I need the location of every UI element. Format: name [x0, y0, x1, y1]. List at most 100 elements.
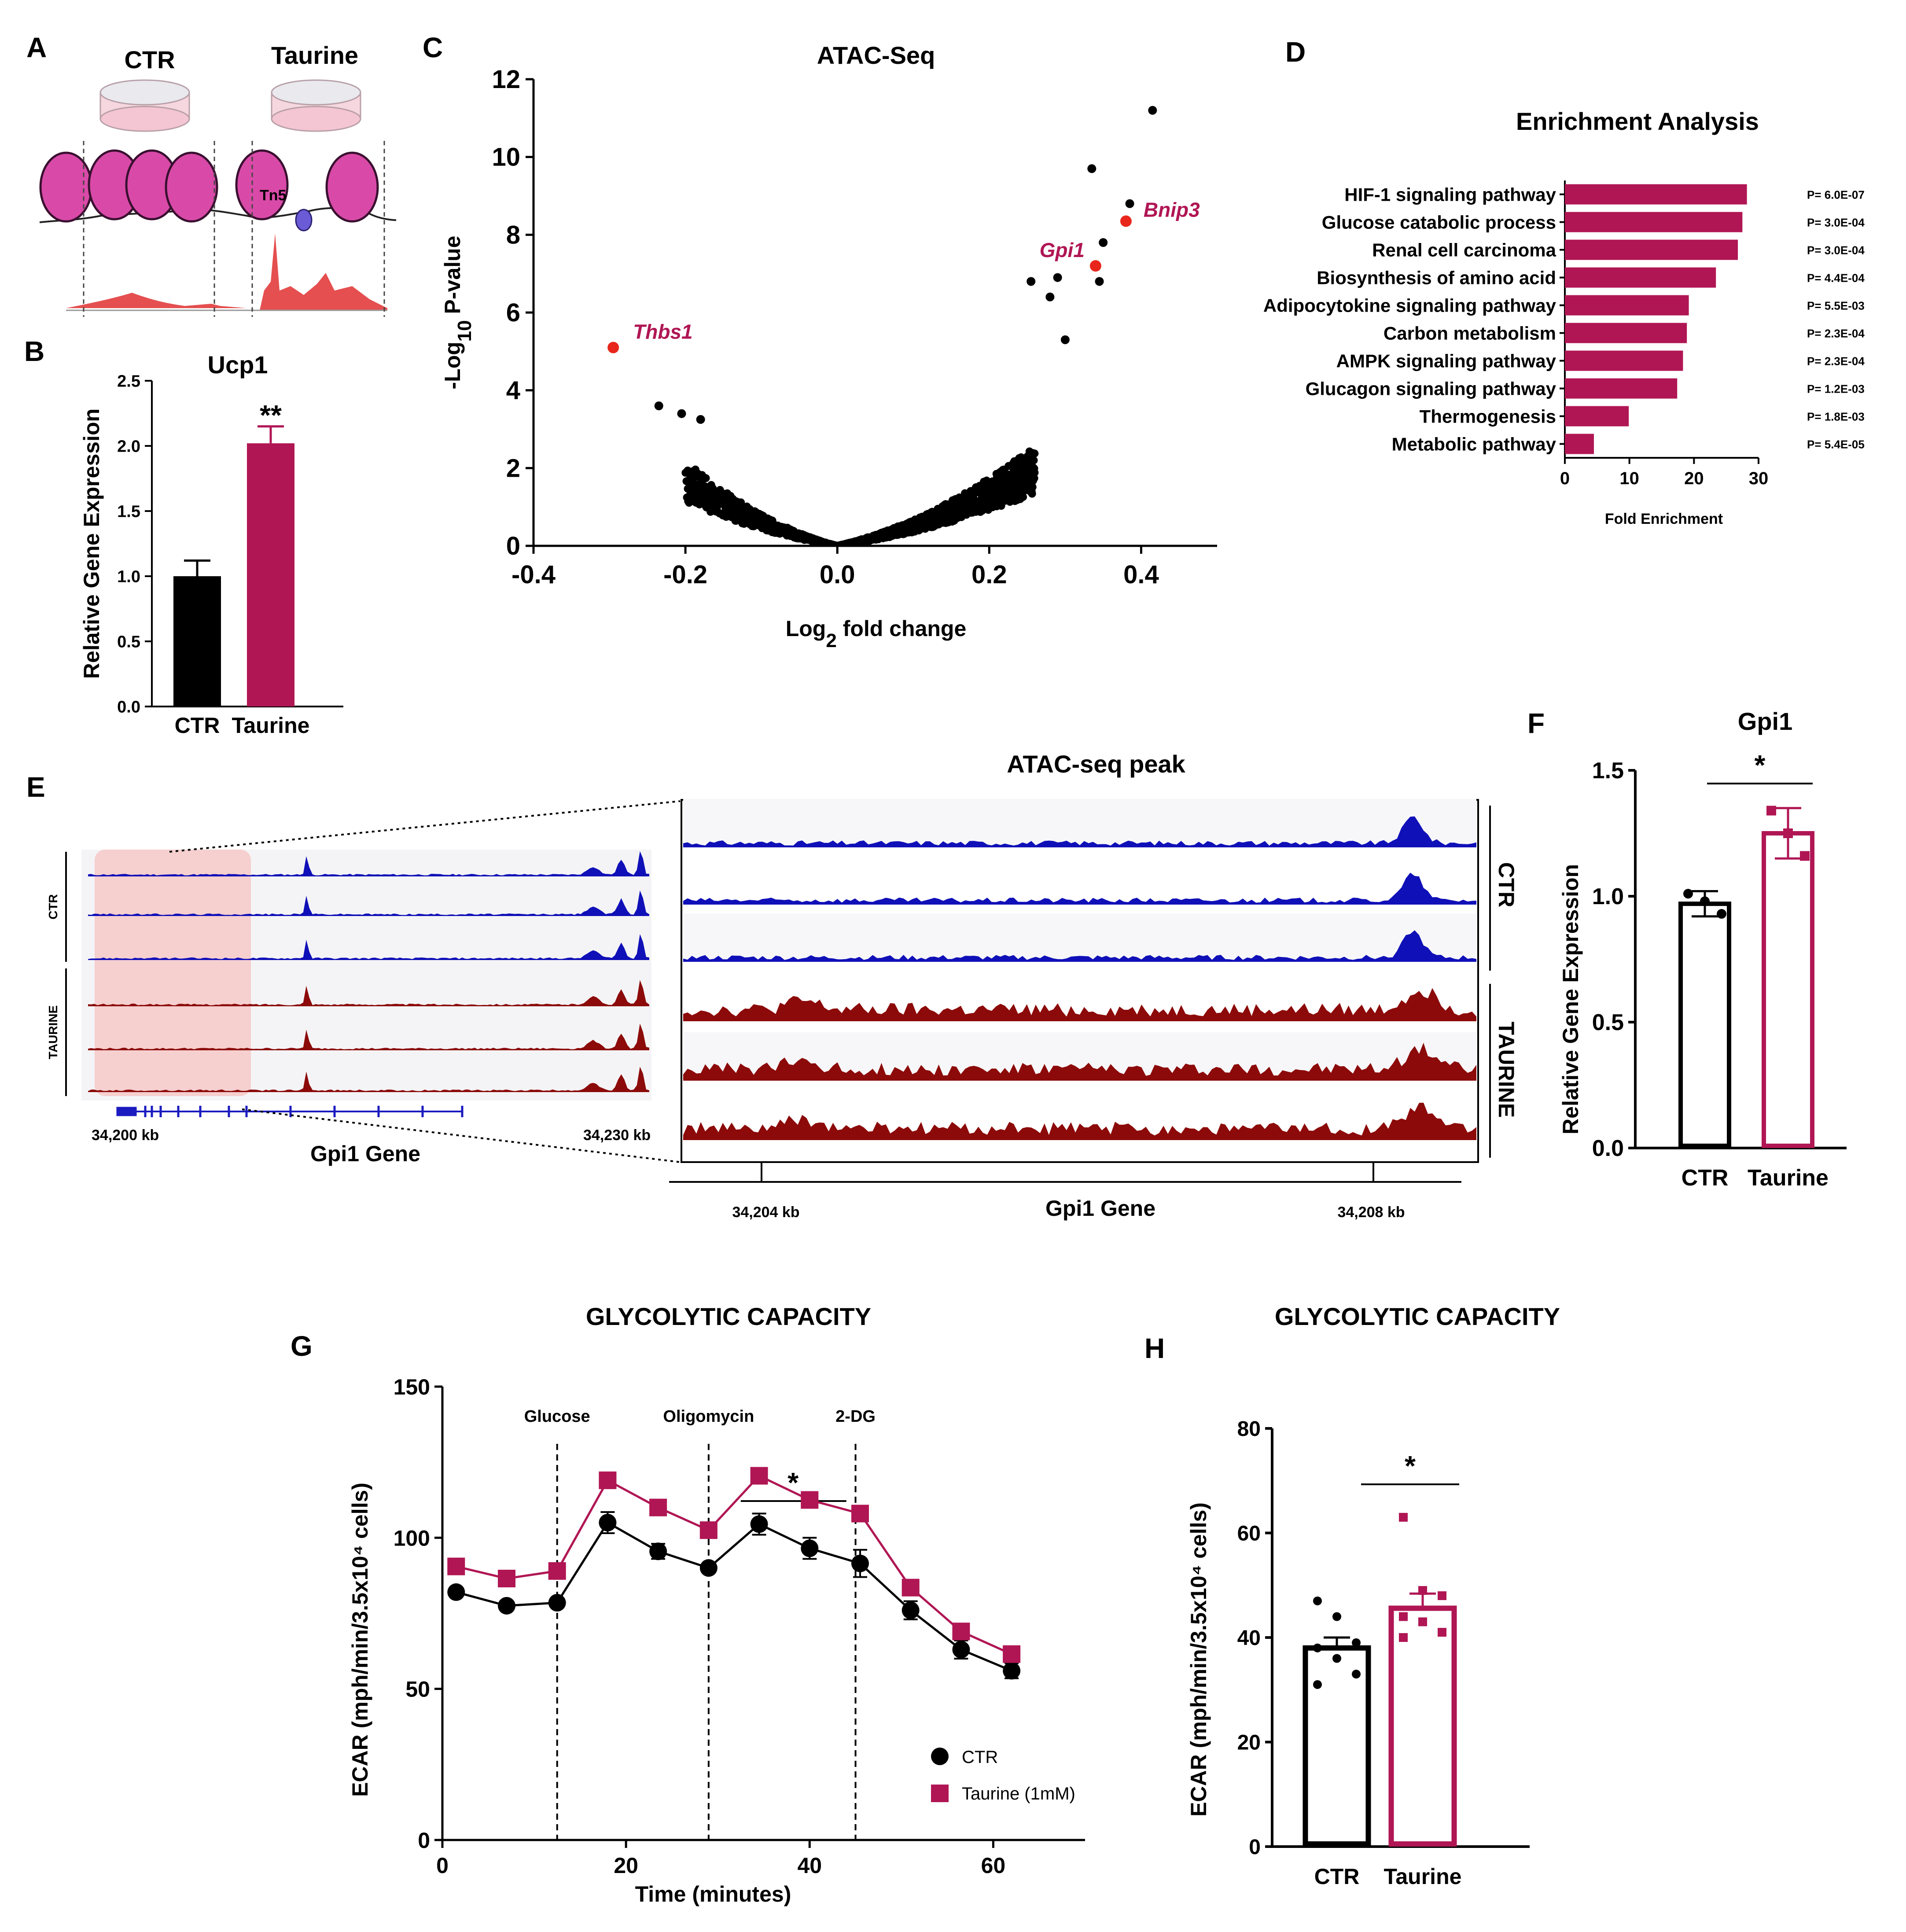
chart-g-ylabel: ECAR (mph/min/3.5x10⁴ cells) — [348, 1483, 372, 1797]
panel-g: G GLYCOLYTIC CAPACITY ECAR (mph/min/3.5x… — [291, 1303, 1085, 1906]
x-tick-label: -0.4 — [511, 560, 556, 589]
data-point-taurine — [1800, 851, 1810, 861]
data-point-ctr — [1352, 1638, 1361, 1647]
petri-dish-ctr-icon — [99, 79, 190, 132]
x-tick-label: 0.4 — [1123, 560, 1159, 589]
gene-label: Gpi1 — [1040, 239, 1085, 261]
volcano-point — [694, 469, 702, 478]
volcano-point — [838, 541, 846, 546]
data-point-taurine — [447, 1557, 465, 1575]
pathway-label: HIF-1 signaling pathway — [1344, 184, 1556, 205]
volcano-point — [697, 495, 705, 503]
volcano-point — [702, 502, 710, 511]
data-point-ctr — [851, 1554, 869, 1572]
gene-model-icon — [116, 1106, 464, 1117]
x-tick-label: 40 — [797, 1853, 822, 1878]
data-point-taurine — [750, 1467, 768, 1485]
tn5-label: Tn5 — [260, 187, 286, 204]
enrichment-bar — [1565, 434, 1594, 454]
data-point-taurine — [548, 1562, 566, 1580]
legend-taurine-label: Taurine (1mM) — [962, 1784, 1075, 1803]
data-point-ctr — [1700, 896, 1710, 906]
overview-group-taurine: TAURINE — [46, 1005, 60, 1059]
panel-d: D Enrichment Analysis Fold Enrichment 0 1… — [1263, 36, 1865, 527]
pathway-label: Biosynthesis of amino acid — [1317, 268, 1556, 288]
volcano-point — [717, 489, 725, 497]
volcano-point — [765, 525, 773, 533]
tn5-enzyme-icon — [295, 209, 313, 232]
volcano-point — [981, 499, 989, 508]
volcano-point — [1015, 490, 1023, 499]
enrichment-bar — [1565, 406, 1629, 427]
pathway-label: Metabolic pathway — [1392, 434, 1556, 455]
chart-f-title: Gpi1 — [1738, 707, 1792, 735]
chart-d-title: Enrichment Analysis — [1516, 107, 1759, 135]
data-point-ctr — [901, 1601, 920, 1619]
volcano-point — [706, 493, 714, 501]
volcano-point — [709, 484, 717, 493]
pathway-pvalue: P= 3.0E-04 — [1807, 216, 1865, 229]
x-tick-label: -0.2 — [663, 560, 707, 589]
series-line-taurine — [456, 1474, 1012, 1655]
legend-ctr-marker-icon — [931, 1748, 949, 1765]
y-tick-label: 0.5 — [1592, 1010, 1624, 1035]
zoom-left-coord: 34,204 kb — [732, 1204, 799, 1221]
volcano-point — [775, 529, 784, 537]
zoom-track-background — [683, 913, 1476, 962]
volcano-point — [753, 513, 762, 522]
volcano-point — [898, 529, 907, 537]
chart-c-xlabel: Log2 fold change — [786, 616, 967, 651]
data-point-ctr — [447, 1583, 465, 1601]
volcano-point — [762, 515, 770, 523]
panel-e-title: ATAC-seq peak — [1007, 750, 1185, 778]
data-point-ctr — [548, 1593, 566, 1612]
data-point-ctr — [1717, 909, 1726, 919]
pathway-pvalue: P= 5.4E-05 — [1807, 438, 1865, 451]
zoom-track-background — [683, 856, 1476, 905]
volcano-point — [1012, 475, 1021, 483]
data-point-ctr — [1683, 889, 1693, 899]
data-point-ctr — [801, 1539, 819, 1557]
pathway-pvalue: P= 3.0E-04 — [1807, 244, 1865, 257]
volcano-point-top — [1060, 335, 1070, 344]
volcano-point — [740, 516, 748, 525]
volcano-point — [958, 498, 967, 506]
volcano-point — [1008, 482, 1017, 490]
accessibility-track-taurine — [260, 233, 387, 310]
volcano-point — [975, 482, 984, 490]
y-tick-label: 50 — [405, 1677, 430, 1702]
zoom-tracks — [683, 799, 1476, 1140]
x-tick-label: 0.0 — [820, 560, 855, 589]
volcano-point — [783, 531, 791, 540]
panel-b: B Ucp1 Relative Gene Expression 0.0 0.5 1.… — [24, 335, 343, 738]
highlighted-gene-point — [607, 342, 619, 353]
volcano-point — [976, 508, 985, 516]
y-tick-label: 4 — [506, 376, 520, 405]
volcano-point-cloud — [681, 447, 1039, 546]
y-tick-label: 2.0 — [117, 437, 140, 456]
data-point-taurine — [599, 1471, 617, 1489]
x-tick-label: 20 — [1684, 469, 1704, 488]
chart-b-ylabel: Relative Gene Expression — [79, 408, 104, 679]
bar-taurine — [1388, 1605, 1457, 1847]
overview-signal-track — [88, 980, 649, 1006]
volcano-point-top — [1087, 164, 1097, 173]
volcano-point — [868, 534, 876, 542]
volcano-point — [1005, 462, 1013, 470]
enrichment-bar — [1565, 350, 1683, 371]
zoom-group-taurine: TAURINE — [1494, 1022, 1519, 1118]
significance-marker: * — [1755, 749, 1766, 781]
volcano-point — [698, 475, 706, 483]
y-tick-label: 60 — [1237, 1522, 1261, 1545]
zoom-gene-label: Gpi1 Gene — [1045, 1196, 1155, 1221]
data-point-taurine — [1003, 1645, 1021, 1663]
y-tick-label: 0.0 — [1592, 1136, 1624, 1161]
data-point-taurine — [1418, 1586, 1427, 1595]
data-point-taurine — [1399, 1633, 1408, 1642]
panel-c: C ATAC-Seq Log2 fold change -Log10 P-val… — [423, 32, 1217, 651]
pathway-pvalue: P= 1.8E-03 — [1807, 410, 1865, 423]
panel-a-ctr-label: CTR — [124, 46, 175, 74]
volcano-point — [755, 522, 764, 530]
panel-letter-c: C — [423, 32, 443, 63]
enrichment-bar — [1565, 295, 1689, 316]
